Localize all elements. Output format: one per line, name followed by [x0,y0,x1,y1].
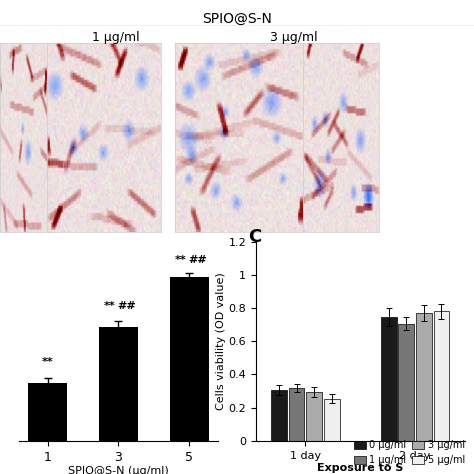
Text: ##: ## [118,301,137,310]
Bar [28,383,67,441]
Text: 1 μg/ml: 1 μg/ml [92,31,140,44]
Text: C: C [248,228,262,246]
Bar [289,388,304,441]
Bar [271,390,287,441]
Y-axis label: Cells viability (OD value): Cells viability (OD value) [216,273,226,410]
Text: 3 μg/ml: 3 μg/ml [270,31,318,44]
Bar [170,277,209,441]
Text: **: ** [104,301,116,310]
Bar [99,328,138,441]
Bar [381,317,397,441]
Text: ##: ## [189,255,207,265]
Bar [399,324,414,441]
Legend: 0 μg/ml, 1 μg/ml, 3 μg/ml, 5 μg/ml: 0 μg/ml, 1 μg/ml, 3 μg/ml, 5 μg/ml [350,437,469,469]
X-axis label: Exposure to S: Exposure to S [317,463,403,474]
Bar [434,311,449,441]
Bar [324,399,339,441]
Text: SPIO@S-N: SPIO@S-N [202,12,272,26]
X-axis label: SPIO@S-N (μg/ml): SPIO@S-N (μg/ml) [68,466,169,474]
Bar [306,392,322,441]
Text: **: ** [42,357,54,367]
Bar [416,313,432,441]
Text: **: ** [175,255,187,265]
